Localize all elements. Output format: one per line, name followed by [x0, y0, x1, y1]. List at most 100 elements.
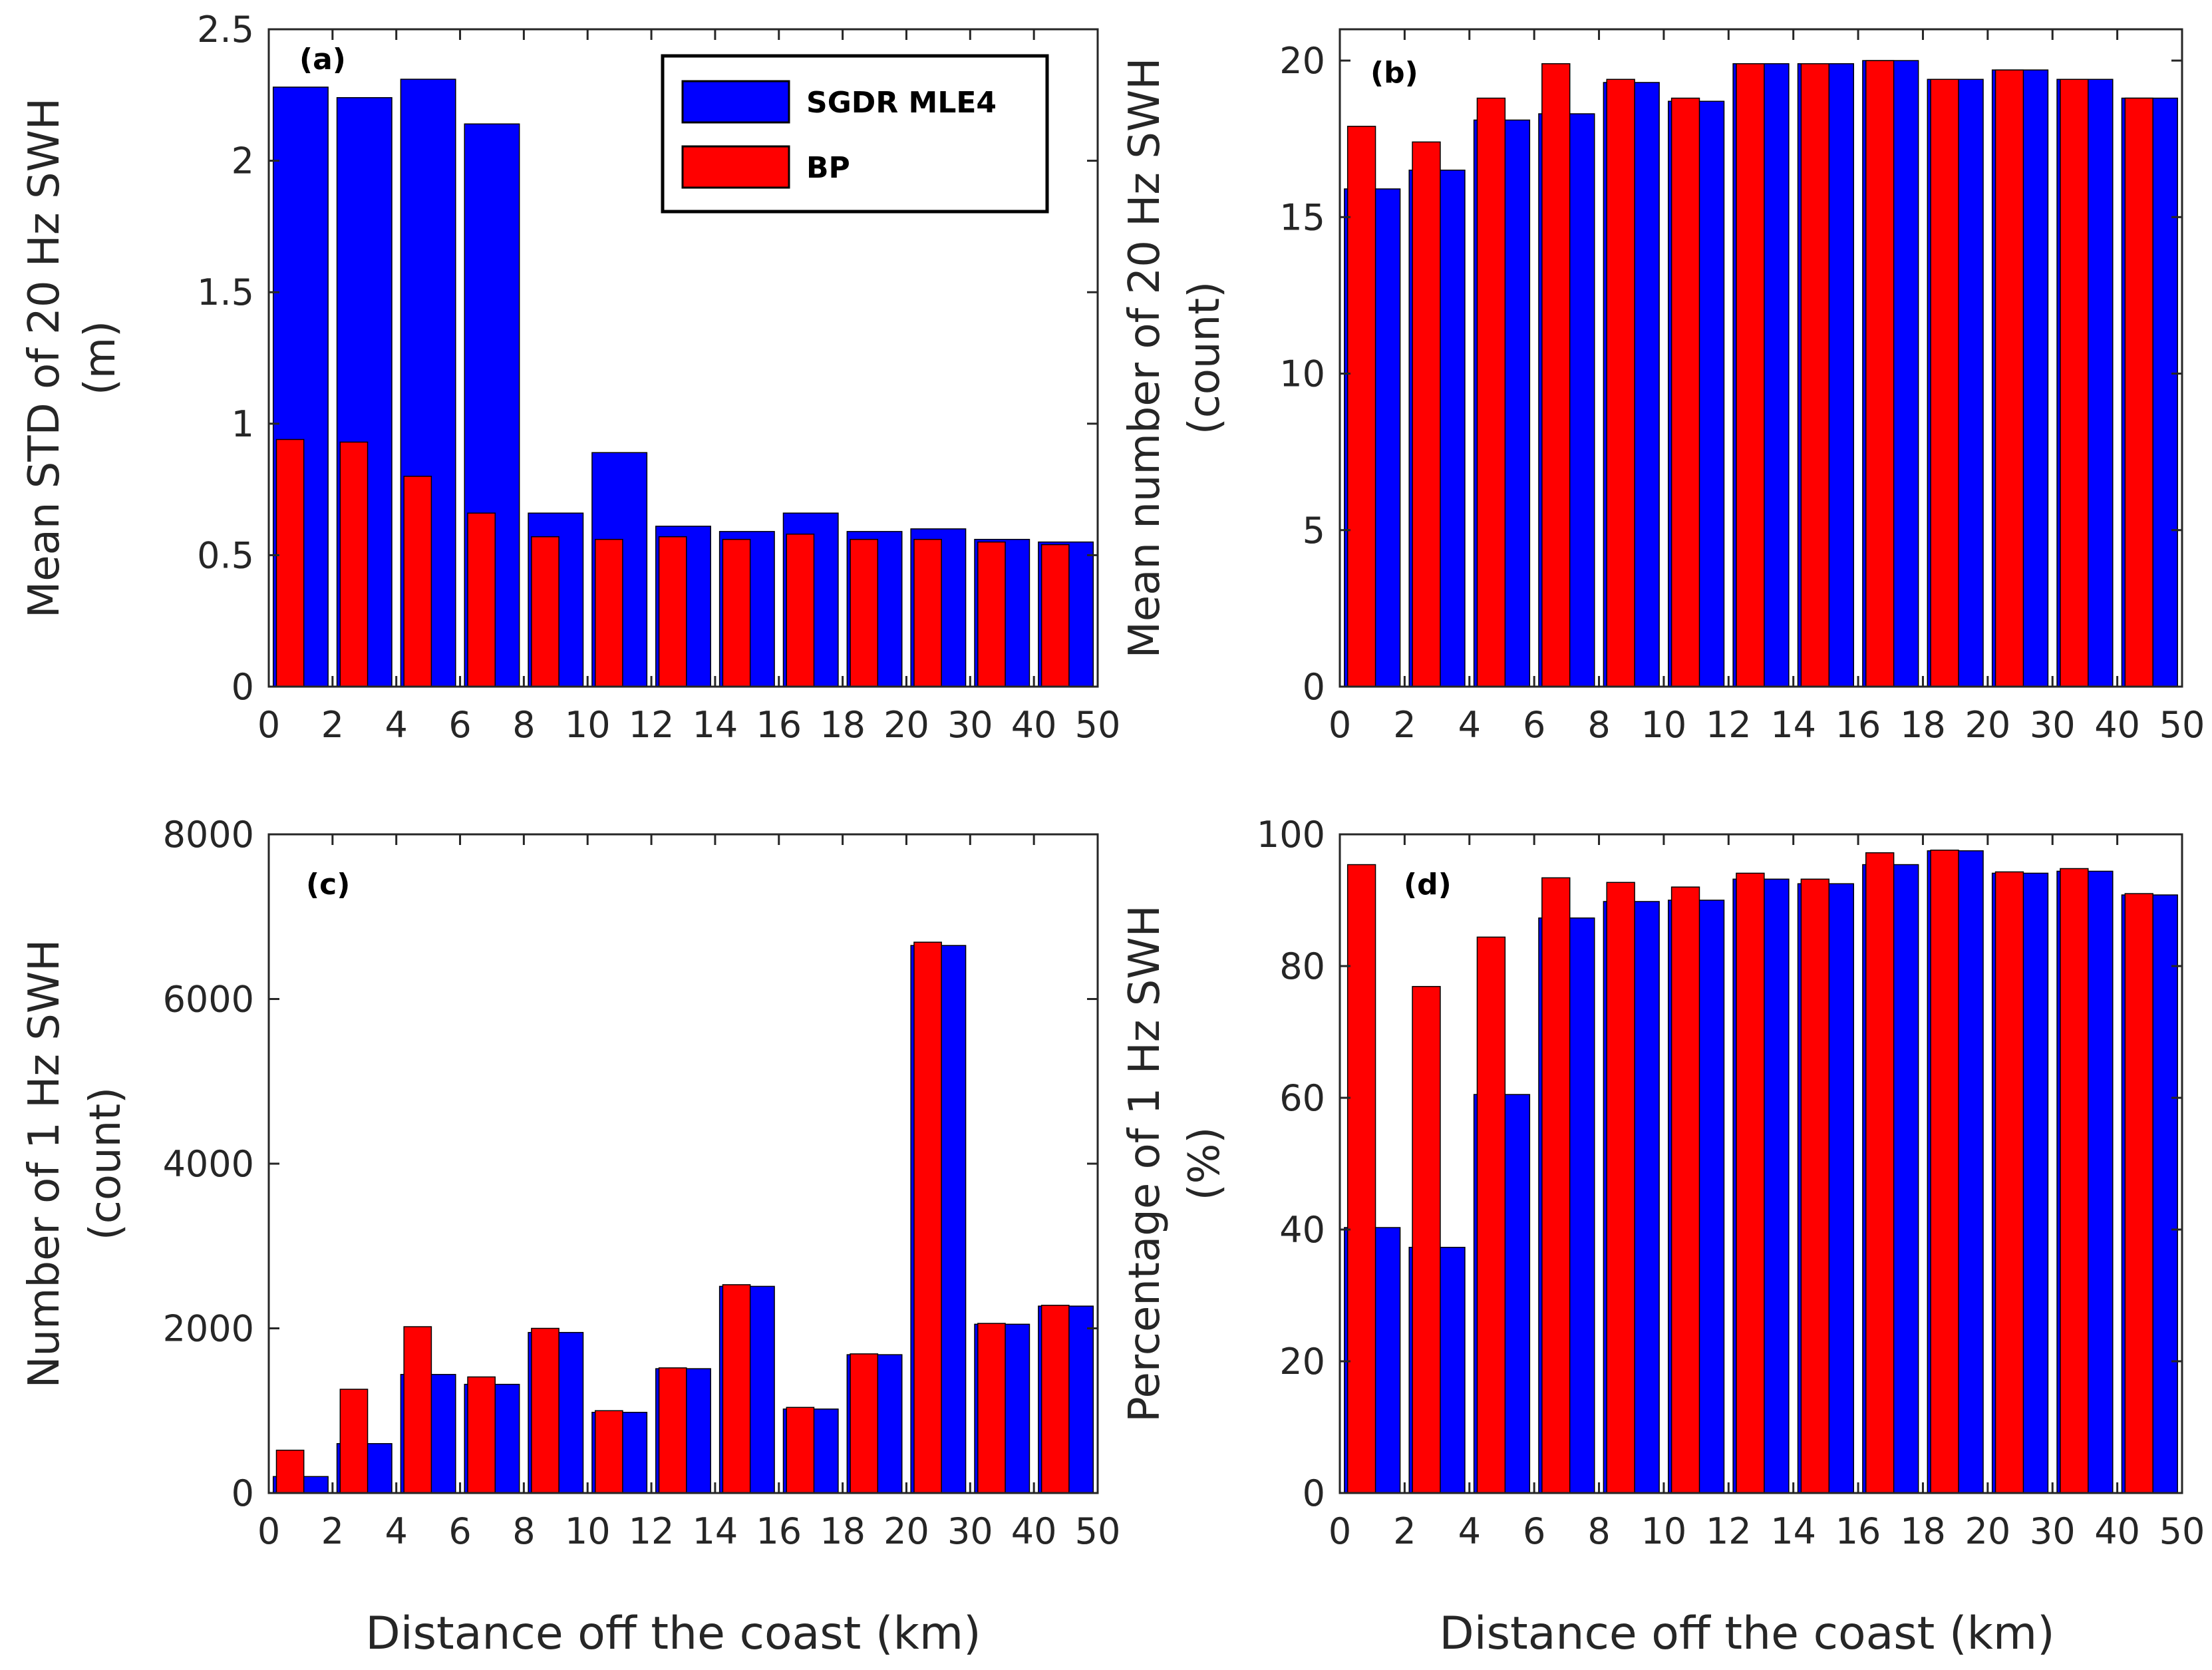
bar-bp-20-30 [913, 941, 942, 1494]
x-tick-label: 30 [2030, 1510, 2076, 1552]
bar-bp-14-16 [1800, 878, 1830, 1494]
x-tick-label: 30 [2030, 704, 2076, 746]
y-tick-label: 20 [1279, 1341, 1325, 1383]
bar-bp-14-16 [722, 538, 751, 687]
bar-bp-6-8 [1541, 877, 1571, 1494]
bar-bp-8-10 [531, 536, 559, 687]
x-tick-label: 6 [1523, 704, 1545, 746]
bar-bp-16-18 [1865, 60, 1895, 687]
x-tick-label: 12 [629, 704, 675, 746]
y-tick-label: 60 [1279, 1077, 1325, 1119]
bar-bp-18-20 [850, 1353, 879, 1494]
bar-bp-14-16 [722, 1284, 751, 1494]
x-tick-label: 6 [1523, 1510, 1545, 1552]
x-axis-label-right: Distance off the coast (km) [1439, 1607, 2054, 1660]
panel-label: (a) [299, 43, 346, 77]
bar-bp-8-10 [531, 1327, 559, 1494]
x-tick-label: 16 [1835, 1510, 1881, 1552]
bar-bp-40-50 [1040, 544, 1070, 687]
y-ticks: 0 5 10 15 20 [1279, 40, 2182, 708]
x-tick-label: 10 [1641, 1510, 1687, 1552]
x-tick-label: 40 [1011, 1510, 1057, 1552]
x-tick-label: 50 [1075, 704, 1121, 746]
x-tick-label: 10 [565, 704, 611, 746]
bar-bp-30-40 [2060, 868, 2089, 1494]
bar-bp-40-50 [1040, 1305, 1070, 1494]
x-ticks: 0 2 4 6 8 10 12 14 16 18 20 30 40 50 [1329, 834, 2205, 1552]
y-tick-label: 5 [1303, 510, 1325, 552]
x-tick-label: 4 [1458, 704, 1481, 746]
y-tick-label: 6000 [163, 979, 254, 1021]
y-axis-label: Mean number of 20 Hz SWH [1120, 58, 1170, 659]
y-ticks: 0 0.5 1 1.5 2 2.5 [197, 9, 1098, 708]
x-tick-label: 14 [1770, 1510, 1816, 1552]
x-tick-label: 14 [693, 704, 738, 746]
bar-bp-18-20 [1930, 79, 1959, 687]
y-axis-label: Number of 1 Hz SWH [20, 939, 69, 1389]
x-ticks: 0 2 4 6 8 10 12 14 16 18 20 30 40 50 [257, 29, 1121, 746]
bar-bp-4-6 [1476, 936, 1506, 1494]
x-ticks: 0 2 4 6 8 10 12 14 16 18 20 30 40 50 [1329, 29, 2205, 746]
x-tick-label: 12 [1706, 1510, 1752, 1552]
y-axis-unit: (count) [1180, 281, 1229, 435]
y-ticks: 0 2000 4000 6000 8000 [163, 814, 1098, 1514]
x-tick-label: 12 [1706, 704, 1752, 746]
bar-bp-2-4 [1412, 985, 1441, 1494]
bar-bp-12-14 [1736, 872, 1765, 1494]
x-tick-label: 6 [448, 1510, 471, 1552]
y-tick-label: 100 [1257, 814, 1325, 856]
x-tick-label: 20 [883, 1510, 929, 1552]
x-tick-label: 30 [947, 1510, 993, 1552]
bar-bp-4-6 [403, 476, 432, 687]
x-tick-label: 0 [257, 1510, 280, 1552]
bar-bp-10-12 [594, 538, 623, 687]
y-tick-label: 15 [1279, 196, 1325, 238]
x-tick-label: 50 [1075, 1510, 1121, 1552]
bars [1344, 850, 2178, 1494]
bar-bp-8-10 [1606, 79, 1635, 687]
x-tick-label: 14 [1770, 704, 1816, 746]
y-tick-label: 40 [1279, 1209, 1325, 1251]
x-tick-label: 10 [1641, 704, 1687, 746]
y-tick-label: 10 [1279, 353, 1325, 395]
y-tick-label: 4000 [163, 1143, 254, 1185]
bar-bp-2-4 [339, 1389, 369, 1494]
bar-bp-12-14 [658, 1367, 687, 1494]
x-tick-label: 40 [2094, 1510, 2140, 1552]
x-tick-label: 16 [756, 704, 802, 746]
bar-bp-40-50 [2124, 893, 2153, 1494]
bar-bp-20-30 [1994, 871, 2024, 1494]
x-tick-label: 16 [756, 1510, 802, 1552]
y-tick-label: 1.5 [197, 271, 254, 313]
bar-bp-12-14 [658, 536, 687, 687]
bar-bp-4-6 [403, 1326, 432, 1494]
bar-bp-0-2 [1346, 864, 1376, 1494]
y-tick-label: 80 [1279, 945, 1325, 987]
x-tick-label: 2 [1393, 704, 1416, 746]
legend-bp-swatch [681, 145, 790, 189]
y-tick-label: 1 [232, 403, 254, 445]
x-tick-label: 20 [1965, 704, 2010, 746]
bar-bp-10-12 [1670, 97, 1700, 687]
panel-label: (d) [1404, 868, 1452, 902]
y-tick-label: 0 [1303, 1472, 1325, 1514]
x-tick-label: 50 [2159, 1510, 2205, 1552]
x-tick-label: 18 [820, 1510, 866, 1552]
x-tick-label: 40 [1011, 704, 1057, 746]
bar-bp-8-10 [1606, 882, 1635, 1494]
bar-bp-4-6 [1476, 97, 1506, 687]
bar-bp-0-2 [1346, 126, 1376, 687]
bar-bp-20-30 [1994, 69, 2024, 687]
x-tick-label: 0 [1329, 1510, 1351, 1552]
x-tick-label: 8 [1587, 704, 1610, 746]
bar-bp-2-4 [339, 441, 369, 687]
bar-bp-16-18 [786, 1407, 815, 1494]
legend-sgdr-swatch [681, 80, 790, 124]
bar-bp-18-20 [1930, 850, 1959, 1494]
bar-bp-0-2 [275, 438, 305, 687]
bar-bp-18-20 [850, 538, 879, 687]
bar-bp-20-30 [913, 538, 942, 687]
x-tick-label: 4 [385, 1510, 408, 1552]
